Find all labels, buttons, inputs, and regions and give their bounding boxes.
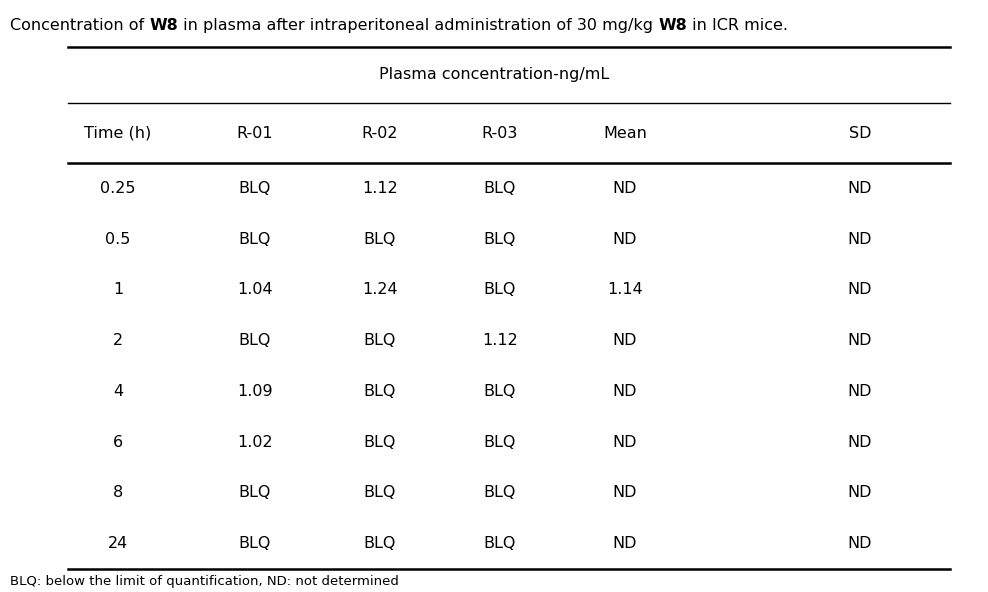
Text: BLQ: BLQ [364, 536, 396, 551]
Text: ND: ND [848, 282, 872, 297]
Text: ND: ND [613, 435, 637, 450]
Text: BLQ: BLQ [239, 333, 271, 348]
Text: Plasma concentration-ng/mL: Plasma concentration-ng/mL [378, 67, 610, 82]
Text: 1.24: 1.24 [363, 282, 398, 297]
Text: R-01: R-01 [237, 126, 274, 140]
Text: 1.04: 1.04 [237, 282, 273, 297]
Text: 4: 4 [113, 384, 124, 399]
Text: SD: SD [849, 126, 871, 140]
Text: ND: ND [848, 231, 872, 247]
Text: BLQ: BLQ [484, 485, 516, 500]
Text: in plasma after intraperitoneal administration of 30 mg/kg: in plasma after intraperitoneal administ… [178, 18, 658, 33]
Text: ND: ND [613, 333, 637, 348]
Text: BLQ: BLQ [239, 485, 271, 500]
Text: W8: W8 [149, 18, 178, 33]
Text: ND: ND [613, 485, 637, 500]
Text: 8: 8 [113, 485, 124, 500]
Text: W8: W8 [658, 18, 687, 33]
Text: BLQ: BLQ [364, 384, 396, 399]
Text: 1.02: 1.02 [237, 435, 273, 450]
Text: 6: 6 [113, 435, 124, 450]
Text: ND: ND [848, 181, 872, 196]
Text: ND: ND [848, 536, 872, 551]
Text: ND: ND [613, 231, 637, 247]
Text: BLQ: BLQ [484, 181, 516, 196]
Text: BLQ: BLQ [484, 435, 516, 450]
Text: 1.12: 1.12 [363, 181, 398, 196]
Text: in ICR mice.: in ICR mice. [687, 18, 787, 33]
Text: ND: ND [848, 485, 872, 500]
Text: BLQ: BLQ [239, 536, 271, 551]
Text: BLQ: BLQ [484, 282, 516, 297]
Text: 2: 2 [113, 333, 124, 348]
Text: BLQ: BLQ [484, 536, 516, 551]
Text: R-02: R-02 [362, 126, 398, 140]
Text: R-03: R-03 [482, 126, 518, 140]
Text: 1.14: 1.14 [607, 282, 643, 297]
Text: BLQ: BLQ [239, 231, 271, 247]
Text: BLQ: below the limit of quantification, ND: not determined: BLQ: below the limit of quantification, … [10, 575, 399, 588]
Text: Mean: Mean [603, 126, 647, 140]
Text: ND: ND [613, 181, 637, 196]
Text: ND: ND [613, 536, 637, 551]
Text: 0.25: 0.25 [100, 181, 135, 196]
Text: 0.5: 0.5 [106, 231, 130, 247]
Text: ND: ND [848, 435, 872, 450]
Text: Concentration of: Concentration of [10, 18, 149, 33]
Text: BLQ: BLQ [364, 485, 396, 500]
Text: BLQ: BLQ [484, 231, 516, 247]
Text: ND: ND [848, 333, 872, 348]
Text: BLQ: BLQ [364, 333, 396, 348]
Text: ND: ND [848, 384, 872, 399]
Text: BLQ: BLQ [364, 231, 396, 247]
Text: 24: 24 [108, 536, 128, 551]
Text: 1.09: 1.09 [237, 384, 273, 399]
Text: Time (h): Time (h) [84, 126, 151, 140]
Text: BLQ: BLQ [484, 384, 516, 399]
Text: ND: ND [613, 384, 637, 399]
Text: 1: 1 [113, 282, 124, 297]
Text: 1.12: 1.12 [482, 333, 518, 348]
Text: BLQ: BLQ [364, 435, 396, 450]
Text: BLQ: BLQ [239, 181, 271, 196]
